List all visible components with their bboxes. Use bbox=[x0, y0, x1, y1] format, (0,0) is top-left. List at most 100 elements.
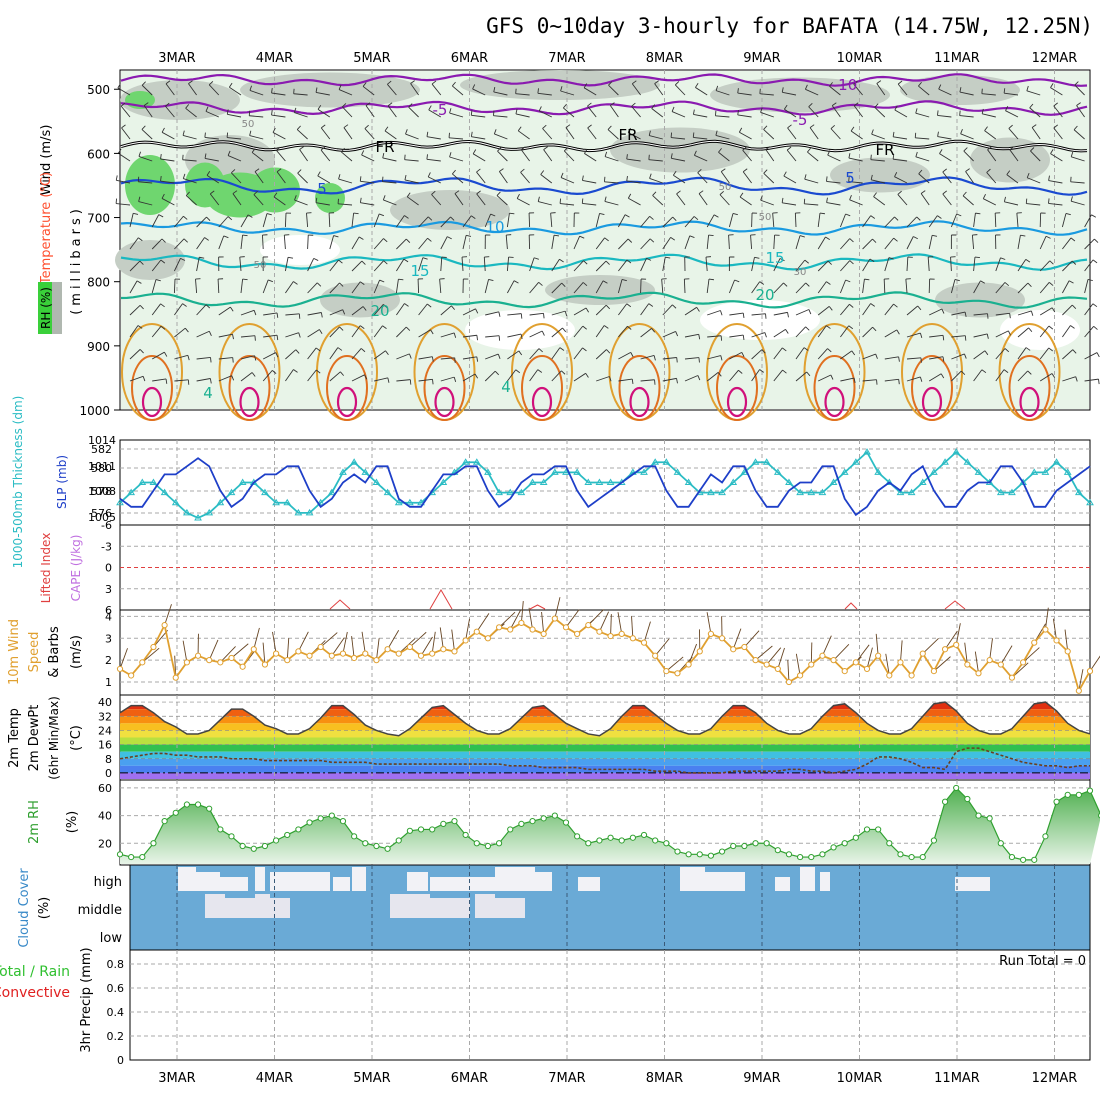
wind10-barb bbox=[1064, 629, 1069, 652]
wind-barb bbox=[440, 376, 455, 382]
wind-barb bbox=[1062, 260, 1073, 272]
thickness-point bbox=[1030, 468, 1039, 475]
wind-barb-flag bbox=[741, 352, 745, 358]
wind-barb-flag bbox=[165, 80, 171, 85]
wind-barb-flag bbox=[320, 312, 323, 318]
wind10-barb bbox=[320, 632, 338, 648]
wind-barb bbox=[573, 325, 584, 338]
wind-barb bbox=[706, 214, 715, 228]
rh-point bbox=[395, 837, 402, 844]
wind-barb-flag bbox=[447, 236, 452, 240]
wind-barb-flag bbox=[874, 103, 879, 108]
wind-barb-flag bbox=[587, 124, 592, 129]
wind-barb bbox=[161, 131, 175, 140]
wind-barb bbox=[662, 257, 666, 272]
wind-barb bbox=[218, 306, 231, 316]
wind10-barb bbox=[286, 638, 290, 661]
wind-barb bbox=[1004, 201, 1019, 206]
wind-barb-flag bbox=[871, 129, 874, 135]
wind-barb bbox=[840, 377, 855, 382]
rh-point bbox=[161, 818, 168, 825]
wind-barb bbox=[550, 213, 553, 228]
wind-barb bbox=[227, 137, 242, 140]
wind-barb bbox=[862, 238, 873, 250]
thickness-point bbox=[495, 488, 503, 496]
wind-barb bbox=[1084, 378, 1099, 382]
wind-barb bbox=[563, 150, 575, 162]
wind-barb bbox=[143, 105, 153, 118]
wind-barb bbox=[618, 378, 633, 382]
wind-barb-flag bbox=[942, 168, 947, 173]
wind-barb-flag bbox=[1020, 234, 1026, 237]
wind-barb-flag bbox=[431, 190, 436, 195]
wind-barb bbox=[595, 304, 607, 316]
wind10-speed-point bbox=[741, 643, 748, 651]
wind-barb-flag bbox=[1000, 257, 1006, 260]
wind-barb-flag bbox=[917, 305, 922, 311]
wind-barb bbox=[783, 175, 797, 184]
wind-barb bbox=[231, 172, 242, 184]
wind-barb bbox=[640, 379, 655, 382]
wind-barb-flag bbox=[698, 190, 704, 194]
wind-barb bbox=[817, 325, 827, 338]
wind-barb bbox=[604, 156, 619, 162]
wind-barb-flag bbox=[627, 238, 633, 243]
wind-barb-flag bbox=[231, 169, 236, 174]
wind-barb bbox=[809, 127, 819, 140]
cloud-high bbox=[196, 872, 220, 891]
wind-barb bbox=[196, 378, 211, 382]
wind-barb bbox=[387, 105, 397, 118]
wind-barb-flag bbox=[782, 369, 787, 374]
wind10-barb bbox=[766, 647, 782, 665]
wind-barb-flag bbox=[870, 174, 873, 180]
wind-barb bbox=[263, 312, 278, 316]
wind-barb-flag bbox=[873, 192, 877, 197]
wind-barb bbox=[963, 150, 974, 162]
wind-barb bbox=[218, 333, 233, 338]
wind10-speed-point bbox=[1075, 687, 1082, 694]
wind-barb bbox=[595, 213, 600, 228]
wind-barb bbox=[351, 281, 361, 294]
wind-barb-flag bbox=[599, 212, 605, 216]
wind-barb bbox=[995, 369, 1005, 382]
wind-barb bbox=[981, 93, 996, 96]
wind-barb bbox=[983, 198, 997, 206]
wind-barb bbox=[1084, 352, 1098, 360]
wind-barb-flag bbox=[180, 257, 186, 261]
wind-barb bbox=[826, 180, 841, 184]
pressure-tick-label: 800 bbox=[87, 276, 110, 290]
wind-barb-flag bbox=[272, 127, 276, 133]
rh-point bbox=[629, 834, 636, 841]
wind-barb-flag bbox=[584, 148, 588, 154]
wind-barb-flag bbox=[537, 196, 540, 202]
rh-point bbox=[819, 851, 826, 858]
wind10-speed-point bbox=[1053, 637, 1060, 644]
wind-barb bbox=[849, 199, 863, 206]
wind-barb-flag bbox=[251, 148, 256, 153]
wind-barb-flag bbox=[693, 216, 699, 221]
wind-barb bbox=[584, 153, 597, 162]
wind-barb bbox=[582, 203, 597, 206]
rh-point bbox=[172, 809, 179, 816]
wind-barb-flag bbox=[340, 147, 345, 153]
wind-barb bbox=[307, 329, 320, 338]
wind-barb bbox=[862, 326, 873, 338]
wind-barb bbox=[942, 171, 952, 184]
wind-barb bbox=[328, 212, 331, 228]
wind-barb bbox=[317, 175, 331, 184]
wind-barb-flag bbox=[1050, 149, 1054, 154]
wind-barb bbox=[973, 280, 981, 294]
wind-barb bbox=[439, 279, 442, 294]
wind-barb bbox=[307, 282, 318, 294]
li-lines bbox=[329, 589, 966, 610]
slp-lines bbox=[116, 448, 1094, 521]
wind-barb-flag bbox=[742, 146, 747, 151]
wind-barb-flag bbox=[1072, 349, 1077, 354]
wind-barb-flag bbox=[898, 379, 900, 385]
wind-barb-flag bbox=[787, 312, 789, 318]
wind-barb bbox=[1053, 105, 1063, 118]
li-label-cape: CAPE (J/kg) bbox=[69, 535, 83, 602]
wind-barb bbox=[587, 105, 597, 118]
